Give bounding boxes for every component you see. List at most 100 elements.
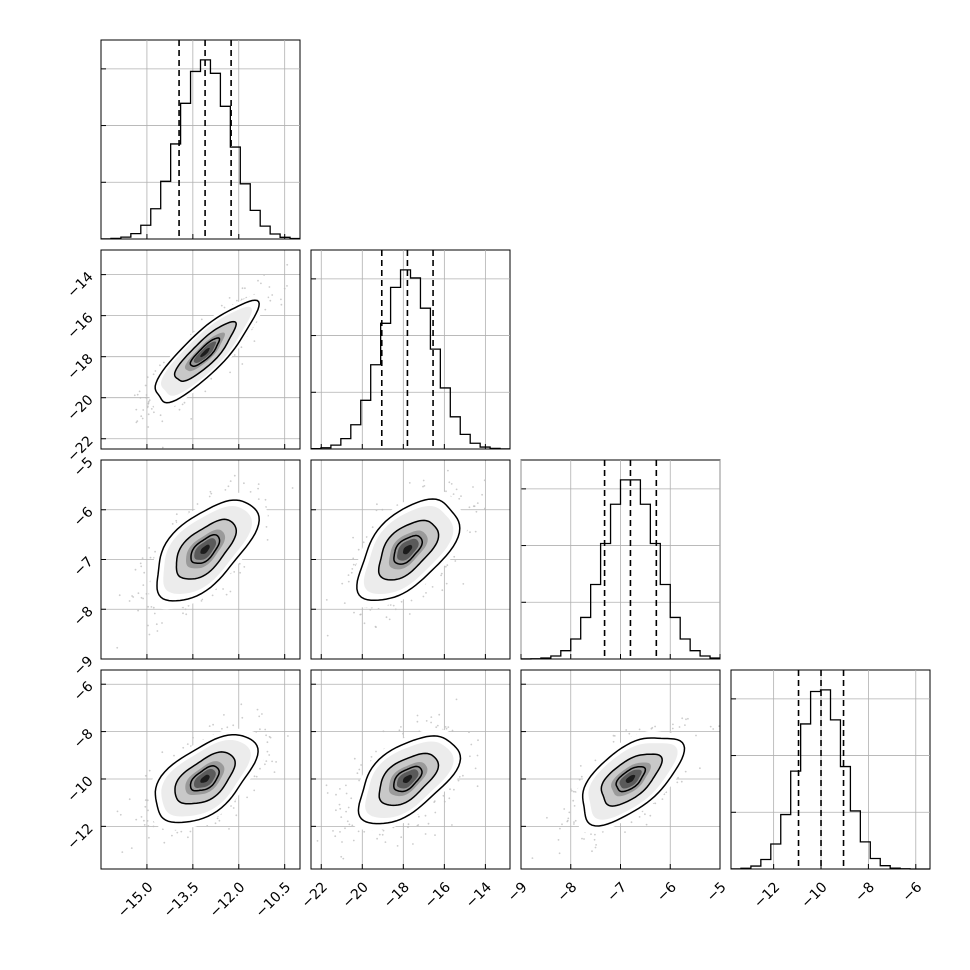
sample-point (153, 411, 155, 414)
sample-point (325, 599, 328, 601)
sample-point (630, 821, 633, 824)
sample-point (422, 485, 424, 488)
sample-point (265, 526, 268, 528)
sample-point (638, 728, 641, 731)
sample-point (672, 723, 674, 726)
sample-point (210, 377, 213, 380)
sample-point (236, 299, 238, 302)
sample-point (382, 730, 385, 733)
sample-point (190, 418, 193, 420)
sample-point (216, 817, 219, 820)
sample-point (233, 571, 236, 573)
sample-point (229, 371, 232, 374)
y-tick-label-2-1: −8 (71, 604, 97, 630)
sample-point (451, 824, 453, 826)
sample-point (220, 304, 223, 307)
sample-point (352, 839, 355, 842)
sample-point (568, 811, 571, 814)
sample-point (142, 597, 145, 600)
sample-point (218, 819, 221, 822)
sample-point (451, 729, 454, 732)
sample-point (221, 727, 223, 730)
sample-point (130, 847, 133, 849)
sample-point (147, 403, 150, 405)
contour-line (378, 752, 440, 807)
sample-point (265, 734, 267, 737)
sample-point (161, 622, 163, 624)
sample-point (476, 785, 479, 788)
density-fill (402, 774, 413, 783)
sample-point (229, 590, 232, 593)
panel-content (521, 670, 720, 869)
sample-point (153, 612, 156, 615)
sample-point (265, 760, 268, 762)
sample-point (171, 834, 173, 837)
sample-point (286, 263, 289, 266)
sample-point (649, 814, 652, 817)
sample-point (240, 346, 243, 349)
sample-point (445, 490, 447, 493)
sample-point (687, 717, 689, 720)
sample-point (468, 506, 471, 509)
sample-point (135, 408, 138, 411)
sample-point (440, 572, 443, 575)
sample-point (121, 851, 124, 853)
sample-point (334, 835, 337, 838)
sample-point (211, 594, 214, 597)
sample-point (141, 557, 144, 559)
sample-point (273, 771, 276, 773)
sample-point (594, 759, 597, 762)
sample-point (358, 768, 361, 771)
sample-point (176, 831, 179, 834)
sample-point (140, 596, 143, 599)
histogram-steps (311, 269, 510, 450)
x-tick-label-3-0: −12 (751, 879, 783, 911)
panel-content (101, 670, 305, 869)
sample-point (226, 726, 229, 729)
sample-point (147, 605, 150, 608)
sample-point (175, 519, 178, 522)
panel-content (311, 670, 510, 869)
sample-point (570, 789, 573, 792)
sample-point (303, 688, 305, 690)
sample-point (140, 415, 143, 418)
sample-point (351, 568, 354, 570)
x-tick-label-3-1: −10 (798, 879, 830, 911)
x-tick-label-1-3: −16 (422, 879, 454, 911)
sample-point (196, 503, 199, 505)
sample-point (257, 487, 259, 490)
sample-point (154, 370, 157, 372)
sample-point (357, 830, 360, 833)
sample-point (145, 396, 148, 399)
sample-point (316, 840, 319, 842)
sample-point (613, 735, 616, 737)
sample-point (244, 287, 246, 290)
sample-point (326, 792, 329, 794)
sample-point (677, 776, 679, 779)
sample-point (352, 557, 355, 560)
sample-point (345, 792, 348, 795)
sample-point (143, 571, 146, 574)
sample-point (119, 813, 122, 816)
sample-point (400, 726, 402, 728)
contour-line (393, 765, 423, 793)
sample-point (348, 823, 351, 826)
sample-point (332, 830, 334, 832)
sample-point (147, 624, 149, 627)
sample-point (133, 394, 136, 397)
x-tick-label-0-0: −15.0 (115, 879, 157, 921)
sample-point (200, 600, 203, 602)
sample-point (392, 604, 395, 607)
sample-point (181, 403, 184, 406)
sample-point (418, 815, 420, 818)
sample-point (147, 825, 150, 827)
sample-point (358, 779, 360, 782)
sample-point (436, 724, 439, 727)
sample-point (402, 732, 404, 735)
sample-point (446, 564, 449, 566)
sample-point (398, 729, 401, 732)
sample-point (258, 715, 261, 718)
sample-point (350, 797, 353, 800)
sample-point (433, 801, 436, 803)
sample-point (443, 800, 446, 803)
